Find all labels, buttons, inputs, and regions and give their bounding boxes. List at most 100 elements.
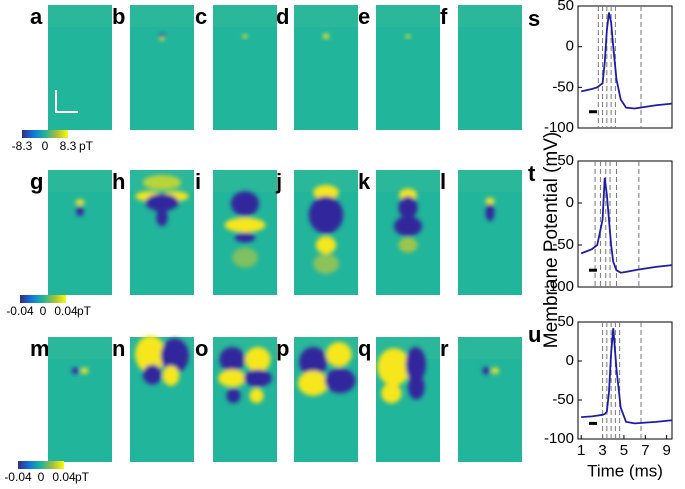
field-blob [226,388,241,404]
colorbar-tick-label: 0 [40,304,47,318]
field-map [213,337,277,462]
field-map [48,170,112,295]
panel-letter: l [440,169,446,194]
field-map-blobs [308,185,344,274]
field-blob [160,338,189,374]
field-map [130,170,194,295]
panel-letter: o [195,336,208,361]
y-tick-label: 0 [566,194,574,211]
colorbar-tick-label: 0 [42,139,49,153]
field-map [130,5,194,130]
panel-letter: k [358,169,371,194]
field-map-band [376,5,440,27]
colorbar-tick-label: -8.3 [12,139,33,153]
panel-letter: q [358,336,371,361]
field-map-band [458,5,522,27]
field-map-blobs [224,191,266,268]
field-blob [405,347,426,382]
y-tick-label: -50 [552,391,574,408]
field-map-blobs [135,175,189,227]
plot-frame [577,5,673,129]
field-blob [76,206,84,217]
field-blob [142,364,162,385]
colorbar-tick-label: -0.04 [4,470,32,484]
x-axis-label: Time (ms) [587,461,663,480]
panel-letter: c [195,4,207,29]
y-tick-label: 50 [557,152,574,169]
y-tick-label: -100 [544,278,574,295]
field-blob [234,232,256,243]
field-map-band [458,170,522,192]
panel-letter: j [275,169,282,194]
field-map [376,170,440,295]
panel-letter: n [112,336,125,361]
field-map [213,5,277,130]
panel-letter: e [358,4,370,29]
field-blob [393,216,423,237]
field-map-blobs [158,33,166,41]
field-blob [315,236,337,254]
colorbar-tick-label: 0 [38,470,45,484]
field-map-band [48,337,112,359]
colorbar [18,461,64,469]
field-map [376,337,440,462]
panel-letter: a [30,4,43,29]
field-map [294,337,358,462]
field-blob [485,197,495,205]
colorbar-tick-label: -0.04 [6,304,34,318]
field-blob [224,217,266,233]
field-blob [249,388,264,404]
field-blob [491,367,499,374]
y-tick-label: 50 [557,0,574,14]
field-map-band [48,170,112,192]
field-blob [230,191,260,217]
panel-letter: d [276,4,289,29]
field-blob [242,34,248,39]
panel-letter: u [528,322,541,347]
y-tick-label: -50 [552,236,574,253]
colorbar-unit: pT [77,304,92,318]
panel-letter: f [440,4,448,29]
y-tick-label: -100 [544,119,574,136]
field-map-blobs [135,335,189,386]
field-blob [485,203,495,222]
field-blob [324,368,356,394]
colorbar [22,130,68,138]
field-blob [308,196,344,234]
colorbar-unit: pT [75,470,90,484]
field-map [458,337,522,462]
field-map-blobs [322,33,330,39]
x-tick-label: 7 [641,442,649,459]
panel-letter: m [30,336,50,361]
plot-frame [577,321,673,440]
field-blob [145,193,179,212]
x-tick-label: 9 [662,442,670,459]
y-axis-label: Membrane Potential (mV) [541,132,562,348]
colorbar-tick-label: 0.04 [52,470,76,484]
field-blob [80,367,89,374]
field-blob [162,365,180,386]
x-tick-label: 1 [577,442,585,459]
colorbar-tick-label: 8.3 [60,139,77,153]
field-blob [156,208,168,227]
panel-letter: t [528,161,536,186]
field-blob [75,199,85,206]
field-blob [219,347,245,372]
field-map-blobs [482,367,499,375]
y-tick-label: 0 [566,38,574,55]
field-map [130,335,194,462]
field-map-band [213,170,277,192]
field-blob [326,342,352,367]
field-blob [313,185,339,200]
voltage-trace [581,328,673,425]
field-blob [482,367,490,375]
field-map-band [130,5,194,27]
field-map-blobs [75,199,85,217]
field-map-blobs [405,34,411,39]
field-blob [398,237,418,253]
field-map [48,5,112,130]
field-blob [381,383,402,404]
field-blob [142,175,182,190]
